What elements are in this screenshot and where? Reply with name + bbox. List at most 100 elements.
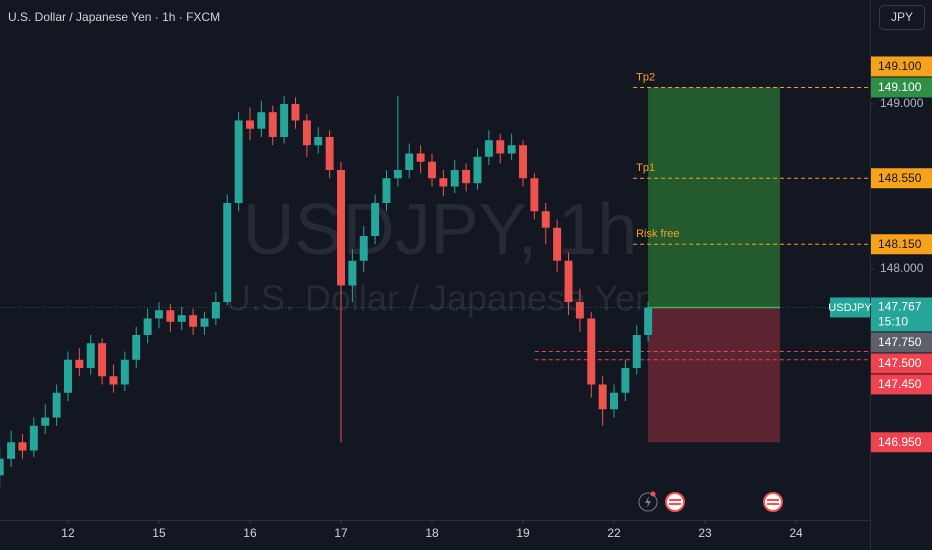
plot: Tp2 Tp1 Risk free: [0, 71, 870, 487]
price-label: [871, 432, 932, 453]
event-flag[interactable]: [665, 492, 685, 512]
price-label-text: 147.750: [878, 335, 922, 349]
candle-body: [291, 103, 300, 121]
flag-stripe: [669, 499, 681, 501]
currency-button-label[interactable]: JPY: [891, 10, 913, 24]
currency-button[interactable]: [879, 5, 925, 30]
candle-body: [462, 169, 471, 184]
candle-body: [632, 335, 641, 369]
y-tick-label: 148.000: [880, 261, 924, 275]
price-label-text: 146.950: [878, 435, 922, 449]
symbol-label: [830, 297, 870, 318]
event-flag[interactable]: [763, 492, 783, 512]
last-price-text: 147.767: [878, 300, 922, 314]
price-label-text: 148.150: [878, 237, 922, 251]
candle-body: [223, 202, 232, 302]
price-label: [871, 56, 932, 77]
candle-body: [120, 359, 129, 385]
flag-stripe: [669, 503, 681, 505]
candle-body: [63, 359, 72, 393]
watermark-subtitle: U.S. Dollar / Japanese Yen: [225, 278, 655, 319]
price-label: [871, 234, 932, 255]
candle-body: [86, 343, 95, 369]
candle-body: [644, 307, 653, 336]
x-tick-label: 19: [516, 526, 530, 540]
profit-zone: [648, 87, 780, 308]
last-price-label: [871, 297, 932, 332]
event-icons: [638, 491, 783, 512]
candle-body: [598, 384, 607, 410]
candle-body: [29, 425, 38, 451]
candle-body: [519, 145, 527, 179]
candle-body: [473, 156, 482, 184]
candle-body: [439, 178, 448, 187]
candle-body: [109, 376, 118, 385]
watermark: USDJPY, 1h: [243, 190, 638, 270]
price-label: [871, 168, 932, 189]
candle-body: [211, 301, 220, 319]
candle-body: [75, 359, 84, 369]
candle-body: [405, 153, 414, 170]
countdown-text: 15:10: [878, 315, 908, 329]
price-label: [871, 374, 932, 395]
x-tick-label: 22: [607, 526, 621, 540]
candle-body: [98, 343, 107, 377]
price-label-text: 147.500: [878, 356, 922, 370]
price-label-text: 149.100: [878, 80, 922, 94]
loss-zone: [648, 307, 780, 443]
candle-body: [234, 120, 243, 203]
candle-body: [564, 260, 573, 302]
candle-body: [132, 335, 141, 360]
y-tick-label: 149.000: [880, 96, 924, 110]
flag-stripe: [767, 499, 779, 501]
event-icon-dot: [650, 491, 656, 497]
candle-body: [553, 227, 562, 261]
candle-body: [371, 202, 380, 236]
flag-stripe: [767, 503, 779, 505]
price-label: [871, 332, 932, 353]
candle-body: [587, 318, 596, 385]
candle-body: [143, 318, 152, 336]
candle-body: [348, 260, 357, 286]
x-tick-label: 24: [789, 526, 803, 540]
x-tick-label: 15: [152, 526, 166, 540]
symbol-text: USDJPY: [828, 302, 872, 314]
candle-body: [246, 120, 254, 129]
candle-body: [302, 120, 311, 146]
candle-body: [166, 310, 175, 322]
price-label: [871, 77, 932, 98]
x-tick-label: 12: [61, 526, 75, 540]
candle-body: [0, 458, 4, 476]
candle-body: [428, 161, 436, 179]
candle-body: [337, 169, 345, 286]
candle-body: [280, 103, 289, 137]
x-tick-label: 17: [334, 526, 348, 540]
candle-body: [52, 392, 61, 418]
candle-body: [314, 136, 323, 146]
level-name: Tp1: [636, 162, 655, 174]
x-tick-label: 18: [425, 526, 439, 540]
candle-body: [382, 178, 391, 203]
price-label-text: 149.100: [878, 59, 922, 73]
x-tick-label: 23: [698, 526, 712, 540]
candle-body: [484, 140, 493, 157]
candle-body: [177, 315, 186, 322]
candle-body: [18, 442, 27, 451]
candle-body: [541, 211, 550, 228]
candle-body: [416, 153, 425, 162]
event-icon-bolt: [645, 496, 651, 508]
candle-body: [530, 178, 539, 212]
candle-body: [496, 140, 505, 154]
candle-body: [621, 368, 630, 393]
x-tick-label: 16: [243, 526, 257, 540]
candle-body: [7, 442, 16, 459]
candle-body: [325, 136, 334, 170]
candle-body: [507, 145, 516, 154]
level-name: Risk free: [636, 228, 679, 240]
candle-body: [155, 310, 163, 319]
candle-body: [575, 301, 584, 319]
candle-body: [189, 315, 198, 327]
